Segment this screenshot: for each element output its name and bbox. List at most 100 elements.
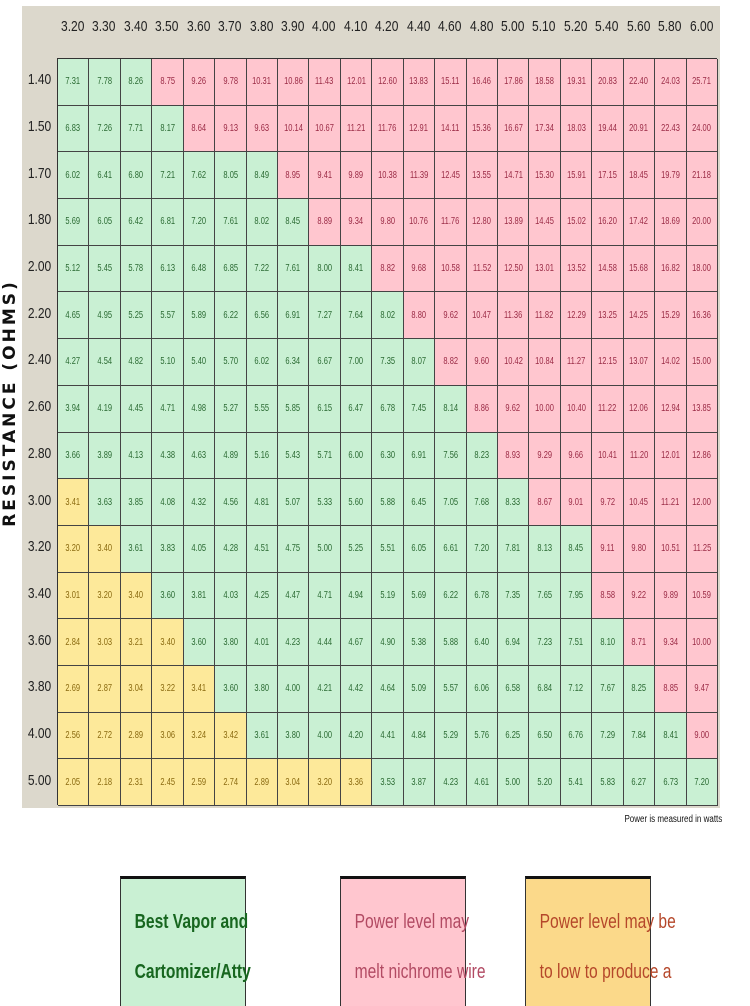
power-value: 12.80 (472, 216, 492, 228)
row-header-resistance: 3.00 (27, 491, 52, 509)
power-value: 5.88 (443, 636, 458, 648)
power-cell: 10.14 (278, 105, 310, 153)
power-cell: 7.31 (58, 59, 90, 106)
power-value: 7.67 (600, 683, 615, 695)
power-cell: 3.40 (152, 619, 184, 666)
power-cell: 8.14 (435, 385, 467, 433)
units-note: Power is measured in watts (624, 814, 722, 825)
power-cell: 3.85 (120, 479, 153, 526)
power-cell: 12.45 (435, 152, 467, 200)
row-header-resistance: 2.00 (27, 258, 52, 276)
power-value: 7.64 (348, 309, 364, 321)
power-value: 19.44 (598, 123, 617, 135)
power-value: 12.01 (346, 76, 366, 88)
power-cell: 8.26 (120, 59, 153, 106)
power-value: 3.04 (128, 683, 144, 695)
power-cell: 3.04 (120, 665, 153, 713)
power-cell: 9.62 (435, 292, 467, 340)
power-value: 6.34 (285, 356, 301, 368)
power-cell: 4.32 (183, 479, 216, 526)
power-cell: 8.45 (278, 199, 310, 246)
power-cell: 16.36 (686, 292, 718, 340)
power-value: 10.00 (692, 636, 712, 648)
power-value: 6.45 (411, 496, 427, 508)
power-cell: 5.57 (152, 292, 184, 340)
power-value: 4.32 (191, 496, 207, 508)
power-value: 17.86 (503, 76, 523, 88)
power-cell: 2.56 (58, 712, 90, 760)
power-cell: 12.86 (686, 432, 718, 480)
power-value: 11.22 (598, 403, 617, 415)
power-value: 3.41 (65, 496, 81, 508)
power-value: 9.62 (505, 403, 521, 415)
power-value: 8.86 (474, 403, 490, 415)
power-value: 7.23 (537, 636, 552, 648)
power-value: 15.00 (692, 356, 712, 368)
power-value: 6.41 (97, 169, 112, 181)
power-cell: 9.41 (309, 152, 341, 200)
power-value: 4.67 (348, 636, 364, 648)
power-cell: 6.25 (498, 712, 530, 760)
power-cell: 7.67 (592, 665, 624, 713)
power-value: 12.50 (503, 263, 523, 275)
column-header-voltage: 3.80 (249, 18, 273, 35)
power-cell: 16.46 (466, 59, 498, 106)
power-value: 13.07 (629, 356, 649, 368)
power-cell: 6.22 (215, 292, 247, 340)
power-cell: 3.03 (89, 619, 121, 666)
power-cell: 3.24 (183, 712, 216, 760)
power-cell: 7.20 (686, 759, 718, 806)
power-value: 6.13 (160, 263, 175, 275)
power-cell: 3.61 (120, 525, 153, 573)
power-cell: 9.62 (498, 385, 530, 433)
power-value: 7.22 (254, 263, 270, 275)
power-value: 7.61 (285, 263, 301, 275)
power-value: 3.80 (223, 636, 238, 648)
power-cell: 5.88 (435, 619, 467, 666)
power-cell: 6.02 (246, 339, 278, 386)
power-cell: 4.19 (89, 385, 121, 433)
column-header-voltage: 3.60 (186, 18, 211, 35)
power-cell: 20.91 (623, 105, 656, 153)
power-cell: 5.40 (183, 339, 216, 386)
power-cell: 8.10 (592, 619, 624, 666)
power-cell: 15.00 (686, 339, 718, 386)
power-value: 2.59 (191, 776, 207, 788)
power-cell: 4.63 (183, 432, 216, 480)
column-header-voltage: 3.30 (92, 18, 116, 35)
power-value: 3.63 (97, 496, 112, 508)
legend-melt-wire: Power level may melt nichrome wire (340, 876, 486, 1006)
power-cell: 5.07 (278, 479, 310, 526)
power-value: 6.30 (380, 449, 395, 461)
power-cell: 8.85 (655, 665, 687, 713)
power-cell: 18.03 (560, 105, 593, 153)
power-cell: 9.72 (592, 479, 624, 526)
power-value: 6.58 (505, 683, 521, 695)
power-cell: 17.34 (529, 105, 561, 153)
power-cell: 3.60 (152, 572, 184, 620)
power-cell: 11.21 (340, 105, 373, 153)
power-value: 8.71 (631, 636, 647, 648)
power-value: 8.41 (663, 729, 678, 741)
power-value: 12.00 (692, 496, 712, 508)
power-value: 3.20 (317, 776, 332, 788)
power-value: 6.47 (348, 403, 364, 415)
power-cell: 7.21 (152, 152, 184, 200)
power-value: 2.74 (223, 776, 238, 788)
power-cell: 6.85 (215, 245, 247, 293)
power-value: 21.18 (692, 169, 712, 181)
power-cell: 9.00 (686, 712, 718, 760)
power-value: 9.80 (631, 543, 647, 555)
power-value: 4.71 (317, 589, 332, 601)
row-header-resistance: 2.20 (27, 304, 52, 322)
power-cell: 4.13 (120, 432, 153, 480)
power-value: 9.01 (568, 496, 584, 508)
power-cell: 4.47 (278, 572, 310, 620)
power-cell: 16.82 (655, 245, 687, 293)
power-value: 2.89 (128, 729, 144, 741)
power-value: 4.28 (223, 543, 238, 555)
power-value: 11.25 (692, 543, 711, 555)
power-value: 20.00 (692, 216, 712, 228)
power-value: 12.86 (692, 449, 712, 461)
legend-text: Power level may be (539, 911, 676, 933)
